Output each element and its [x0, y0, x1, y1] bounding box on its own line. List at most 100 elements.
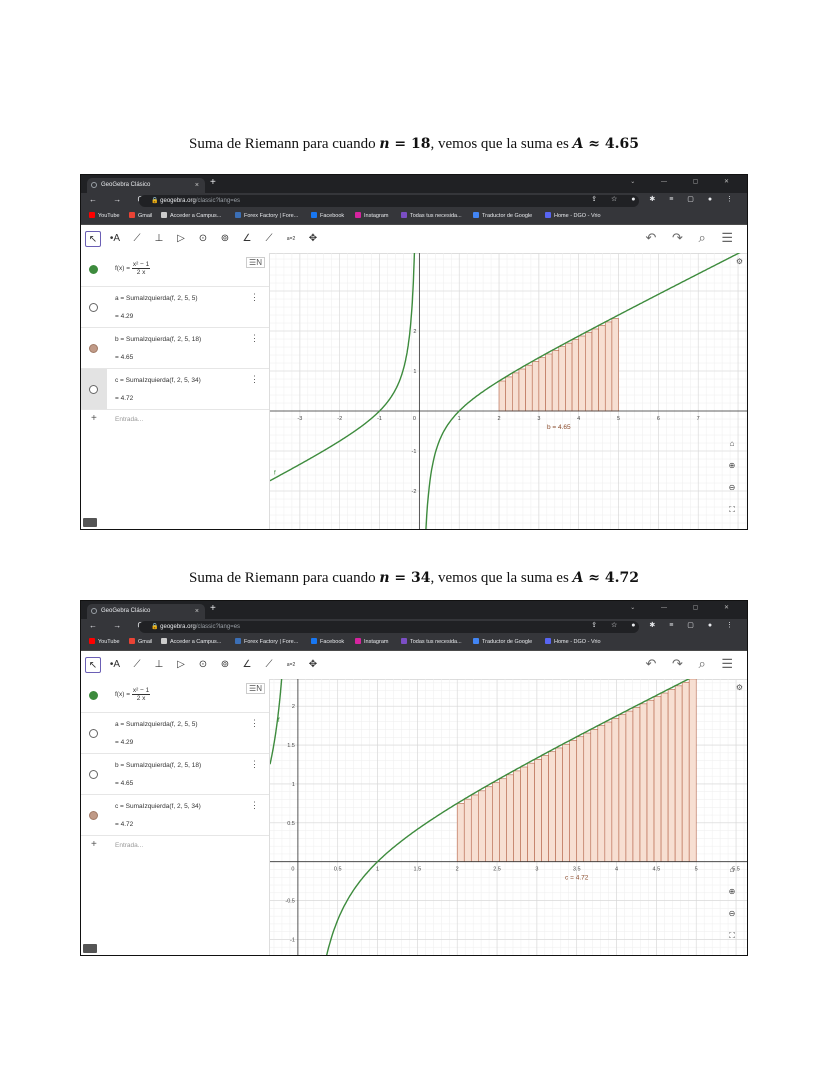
- view-control-button[interactable]: ⛶: [729, 505, 735, 514]
- toolbar-tool[interactable]: ↖: [85, 657, 101, 673]
- visibility-toggle[interactable]: [89, 344, 98, 353]
- row-menu-icon[interactable]: ⋮: [250, 800, 259, 810]
- add-input-icon[interactable]: +: [91, 839, 97, 850]
- toolbar-tool[interactable]: ∠: [242, 233, 252, 244]
- algebra-row[interactable]: a = SumaIzquierda(f, 2, 5, 5) = 4.29 ⋮: [81, 713, 269, 754]
- tab-close-icon[interactable]: ×: [194, 182, 199, 189]
- view-control-button[interactable]: ⊕: [728, 461, 736, 470]
- bookmark-item[interactable]: Traductor de Google: [473, 638, 532, 645]
- algebra-sort-button[interactable]: ☰N: [246, 683, 265, 694]
- row-menu-icon[interactable]: ⋮: [250, 718, 259, 728]
- graphics-view[interactable]: 0 0.5 1 1.5 2 2.5 3 3.5 4 4.5 5 5.5 2 1.5 1 0.5 -0.5 -1 f c…: [270, 679, 747, 955]
- url-input[interactable]: 🔒 geogebra.org/classic?lang=es: [139, 195, 639, 207]
- bookmark-item[interactable]: Todas tus necesida...: [401, 638, 462, 645]
- view-control-button[interactable]: ⌂: [729, 439, 735, 448]
- toolbar-tool[interactable]: ▷: [177, 233, 185, 244]
- window-controls[interactable]: ⌄ — ▢ ✕: [630, 605, 741, 611]
- input-bar[interactable]: Entrada...: [115, 416, 144, 423]
- browser-tab[interactable]: GeoGebra Clásico ×: [87, 604, 205, 619]
- graph-settings-icon[interactable]: ⚙: [735, 683, 743, 692]
- keyboard-icon[interactable]: [83, 944, 97, 953]
- bookmark-item[interactable]: YouTube: [89, 638, 120, 645]
- extension-icons[interactable]: ⇪ ☆ ● ✱ ≡ ▢ ● ⋮: [591, 196, 739, 203]
- toolbar-tool[interactable]: ⟋: [265, 659, 273, 670]
- view-control-button[interactable]: ⌂: [729, 865, 735, 874]
- nav-buttons[interactable]: ← → C: [89, 621, 151, 630]
- graph-canvas[interactable]: 0 0.5 1 1.5 2 2.5 3 3.5 4 4.5 5 5.5 2 1.5 1 0.5 -0.5 -1 f c…: [270, 679, 748, 955]
- view-control-button[interactable]: ⊖: [728, 909, 736, 918]
- new-tab-button[interactable]: +: [210, 603, 216, 614]
- toolbar-tool[interactable]: •A: [109, 659, 121, 670]
- keyboard-icon[interactable]: [83, 518, 97, 527]
- function-curve[interactable]: [311, 679, 748, 955]
- view-control-button[interactable]: ⊖: [728, 483, 736, 492]
- toolbar-tool[interactable]: ↖: [85, 231, 101, 247]
- bookmark-item[interactable]: YouTube: [89, 212, 120, 219]
- toolbar-tool[interactable]: ▷: [177, 659, 185, 670]
- function-curve[interactable]: [270, 253, 416, 482]
- input-bar[interactable]: Entrada...: [115, 842, 144, 849]
- bookmark-item[interactable]: Home - DGO - Vrio: [545, 638, 601, 645]
- toolbar-tool[interactable]: ⟋: [133, 233, 141, 244]
- row-menu-icon[interactable]: ⋮: [250, 374, 259, 384]
- row-menu-icon[interactable]: ⋮: [250, 333, 259, 343]
- new-tab-button[interactable]: +: [210, 177, 216, 188]
- algebra-row[interactable]: b = SumaIzquierda(f, 2, 5, 18) = 4.65 ⋮: [81, 754, 269, 795]
- visibility-toggle[interactable]: [89, 385, 98, 394]
- function-curve[interactable]: [270, 679, 289, 765]
- toolbar-tool[interactable]: ⟋: [265, 233, 273, 244]
- bookmark-item[interactable]: Gmail: [129, 638, 152, 645]
- add-input-icon[interactable]: +: [91, 413, 97, 424]
- bookmark-item[interactable]: Instagram: [355, 638, 388, 645]
- bookmark-item[interactable]: Acceder a Campus...: [161, 212, 221, 219]
- undo-redo-search-menu[interactable]: ↶ ↷ ⌕ ☰: [645, 230, 739, 245]
- window-controls[interactable]: ⌄ — ▢ ✕: [630, 179, 741, 185]
- view-control-button[interactable]: ⛶: [729, 931, 735, 940]
- toolbar-tool[interactable]: ∠: [242, 659, 252, 670]
- bookmark-item[interactable]: Todas tus necesida...: [401, 212, 462, 219]
- visibility-toggle[interactable]: [89, 691, 98, 700]
- graphics-view[interactable]: -3 -2 -1 0 1 2 3 4 5 6 7 2 1 -1 -2 f b = 4.65 ⚙ ⌂ ⊕ ⊖ ⛶: [270, 253, 747, 529]
- visibility-toggle[interactable]: [89, 265, 98, 274]
- function-curve[interactable]: [423, 253, 748, 529]
- bookmark-item[interactable]: Instagram: [355, 212, 388, 219]
- bookmark-item[interactable]: Acceder a Campus...: [161, 638, 221, 645]
- bookmark-item[interactable]: Forex Factory | Fore...: [235, 638, 298, 645]
- toolbar-tool[interactable]: ⊚: [220, 233, 230, 244]
- browser-tab[interactable]: GeoGebra Clásico ×: [87, 178, 205, 193]
- toolbar-tool[interactable]: ⊙: [198, 233, 208, 244]
- bookmark-item[interactable]: Facebook: [311, 638, 344, 645]
- algebra-row[interactable]: b = SumaIzquierda(f, 2, 5, 18) = 4.65 ⋮: [81, 328, 269, 369]
- tab-close-icon[interactable]: ×: [194, 608, 199, 615]
- toolbar-tool[interactable]: a=2: [286, 236, 296, 242]
- toolbar-tool[interactable]: ⊥: [154, 233, 164, 244]
- bookmark-item[interactable]: Gmail: [129, 212, 152, 219]
- bookmark-item[interactable]: Facebook: [311, 212, 344, 219]
- toolbar-tool[interactable]: ✥: [308, 659, 318, 670]
- visibility-toggle[interactable]: [89, 811, 98, 820]
- toolbar-tool[interactable]: ⊚: [220, 659, 230, 670]
- bookmark-item[interactable]: Traductor de Google: [473, 212, 532, 219]
- extension-icons[interactable]: ⇪ ☆ ● ✱ ≡ ▢ ● ⋮: [591, 622, 739, 629]
- visibility-toggle[interactable]: [89, 770, 98, 779]
- visibility-toggle[interactable]: [89, 303, 98, 312]
- toolbar-tool[interactable]: ⟋: [133, 659, 141, 670]
- bookmark-item[interactable]: Forex Factory | Fore...: [235, 212, 298, 219]
- toolbar-tool[interactable]: ⊥: [154, 659, 164, 670]
- toolbar-tool[interactable]: ⊙: [198, 659, 208, 670]
- algebra-row[interactable]: a = SumaIzquierda(f, 2, 5, 5) = 4.29 ⋮: [81, 287, 269, 328]
- algebra-row[interactable]: c = SumaIzquierda(f, 2, 5, 34) = 4.72 ⋮: [81, 795, 269, 836]
- view-control-button[interactable]: ⊕: [728, 887, 736, 896]
- row-menu-icon[interactable]: ⋮: [250, 292, 259, 302]
- undo-redo-search-menu[interactable]: ↶ ↷ ⌕ ☰: [645, 656, 739, 671]
- visibility-toggle[interactable]: [89, 729, 98, 738]
- toolbar-tool[interactable]: ✥: [308, 233, 318, 244]
- toolbar-tool[interactable]: a=2: [286, 662, 296, 668]
- bookmark-item[interactable]: Home - DGO - Vrio: [545, 212, 601, 219]
- graph-canvas[interactable]: -3 -2 -1 0 1 2 3 4 5 6 7 2 1 -1 -2 f b = 4.65: [270, 253, 748, 529]
- graph-settings-icon[interactable]: ⚙: [735, 257, 743, 266]
- url-input[interactable]: 🔒 geogebra.org/classic?lang=es: [139, 621, 639, 633]
- algebra-row[interactable]: c = SumaIzquierda(f, 2, 5, 34) = 4.72 ⋮: [81, 369, 269, 410]
